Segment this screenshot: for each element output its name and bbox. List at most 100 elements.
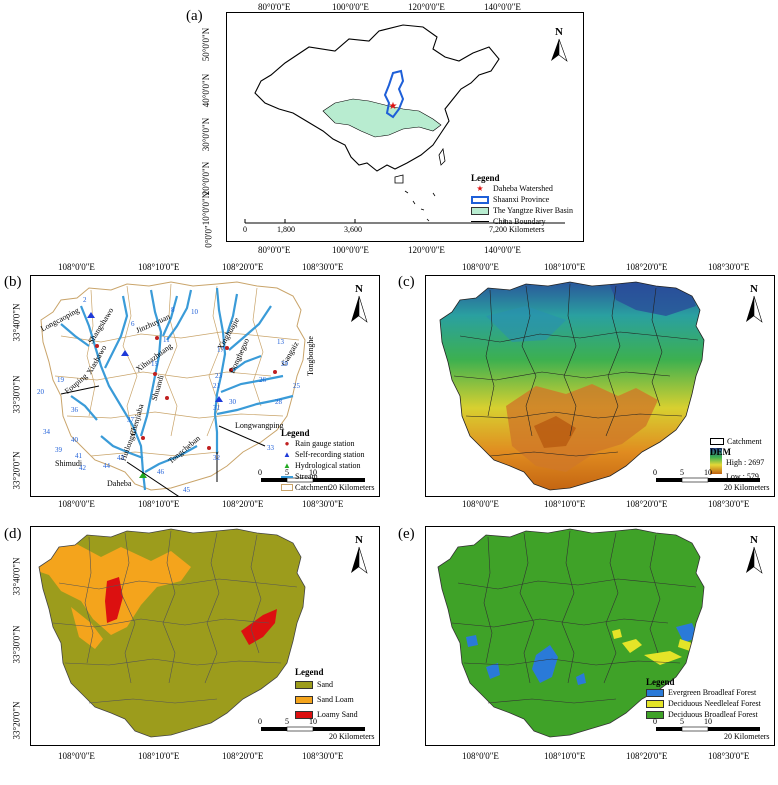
scale-label: 20 Kilometers — [329, 483, 375, 492]
scale-label: 10 — [309, 468, 317, 477]
south-china-sea-islands — [404, 190, 436, 222]
reach-number: 31 — [213, 404, 220, 412]
panel-a-top-tick: 120°0'0"E — [408, 2, 445, 12]
legend-title: Legend — [295, 667, 324, 677]
legend-item-evergreen: Evergreen Broadleaf Forest — [646, 687, 761, 698]
dem-low-label: Low : 579 — [726, 472, 759, 481]
evergreen-zone — [486, 663, 500, 679]
reach-number: 45 — [183, 486, 190, 494]
reach-number: 8 — [171, 306, 175, 314]
panel-e-legend: Legend Evergreen Broadleaf Forest Decidu… — [646, 677, 761, 720]
rain-gauge-icon: ● — [284, 439, 290, 448]
panel-c-map: N — [439, 281, 763, 491]
legend-item-catchment: Catchment — [710, 436, 762, 447]
sub-catchment-lines — [453, 283, 699, 457]
panel-b-bottom-tick: 108°0'0"E — [58, 499, 95, 509]
panel-d-left-tick: 33°40'0"N — [11, 557, 22, 596]
evergreen-zone — [532, 645, 558, 683]
panel-c-map-frame: N Catchment DEM High : 2697 Low : 579 0 … — [425, 275, 775, 497]
reach-number: 44 — [103, 462, 110, 470]
island-taiwan — [438, 147, 446, 166]
reach-number: 29 — [281, 360, 288, 368]
panel-a-left-tick: 0°0'0" — [203, 225, 214, 248]
legend-item-catchment: Catchment — [281, 482, 365, 493]
legend-item-china: China Boundary — [471, 216, 573, 227]
sub-catchment-lines — [451, 530, 697, 704]
needleleaf-zone — [644, 651, 682, 665]
legend-item-needleleaf: Deciduous Needleleaf Forest — [646, 698, 761, 709]
panel-b-bottom-tick: 108°30'0"E — [302, 499, 344, 509]
panel-c-label: (c) — [398, 274, 415, 290]
panel-b-top-tick: 108°30'0"E — [302, 262, 344, 272]
legend-title: Legend — [281, 428, 310, 438]
legend-item-loamy-sand: Loamy Sand — [295, 709, 358, 720]
hydrological-icon: ▲ — [283, 461, 291, 470]
panel-d-label: (d) — [4, 526, 22, 542]
scale-label: 20 Kilometers — [724, 732, 770, 741]
sub-catchment-lines — [52, 530, 298, 704]
panel-a-label: (a) — [186, 8, 203, 24]
reach-number: 13 — [277, 338, 284, 346]
reach-number: 26 — [259, 376, 266, 384]
catchment-lines — [54, 283, 300, 457]
svg-text:N: N — [750, 283, 758, 295]
yangtze-basin — [322, 98, 442, 138]
panel-d-bottom-tick: 108°0'0"E — [58, 751, 95, 761]
reach-number: 30 — [229, 398, 236, 406]
scale-label: 5 — [285, 717, 289, 726]
dem-high-label: High : 2697 — [726, 458, 765, 467]
panel-e-label: (e) — [398, 526, 415, 542]
scale-label: 10 — [704, 468, 712, 477]
north-arrow-icon: N — [746, 283, 763, 323]
panel-c-bottom-tick: 108°20'0"E — [626, 499, 668, 509]
reach-number: 17 — [217, 346, 224, 354]
legend-item-daheba: ★ Daheba Watershed — [471, 183, 573, 194]
panel-b-map: N — [40, 281, 368, 499]
catchment-outline — [437, 528, 705, 738]
panel-a-bottom-tick: 100°0'0"E — [332, 245, 369, 255]
catchment-boundary — [40, 281, 306, 491]
reach-number: 25 — [293, 382, 300, 390]
sand-loam-zone — [71, 607, 103, 649]
reach-number: 34 — [43, 428, 50, 436]
panel-b-bottom-tick: 108°20'0"E — [222, 499, 264, 509]
panel-d-map-frame: N Legend Sand Sand Loam Loamy Sand 0 5 1… — [30, 526, 380, 746]
panel-a-scale-1: 1,800 — [277, 225, 295, 234]
needleleaf-zone — [622, 639, 642, 653]
legend-item-yangtze: The Yangtze River Basin — [471, 205, 573, 216]
panel-c-bottom-tick: 108°10'0"E — [544, 499, 586, 509]
panel-d-left-tick: 33°30'0"N — [11, 625, 22, 664]
panel-a-scale-0: 0 — [243, 225, 247, 234]
reach-number: 40 — [71, 436, 78, 444]
china-boundary — [254, 24, 500, 172]
scale-label: 5 — [680, 717, 684, 726]
legend-item-shaanxi: Shaanxi Province — [471, 194, 573, 205]
scale-label: 10 — [309, 717, 317, 726]
panel-a-top-tick: 80°0'0"E — [258, 2, 291, 12]
reach-number: 23 — [215, 372, 222, 380]
panel-a-left-tick: 20°0'0"N — [201, 161, 212, 196]
panel-a-scale-3: 7,200 Kilometers — [489, 225, 545, 234]
panel-d-map: N — [38, 528, 368, 738]
station-label: Tongbonghe — [305, 336, 315, 376]
legend-title: Legend — [471, 173, 500, 183]
panel-d-bottom-tick: 108°20'0"E — [222, 751, 264, 761]
reach-number: 43 — [117, 454, 124, 462]
reach-number: 11 — [163, 336, 170, 344]
station-label: Daheba — [107, 479, 132, 488]
panel-d-scale-bar — [261, 726, 365, 732]
star-icon: ★ — [476, 184, 484, 193]
evergreen-zone — [576, 673, 586, 685]
legend-title: Legend — [646, 677, 675, 687]
panel-e-scale-bar — [656, 726, 760, 732]
panel-b-left-tick: 33°30'0"N — [11, 375, 22, 414]
panel-a-scale-bar — [244, 219, 565, 224]
panel-c-top-tick: 108°0'0"E — [462, 262, 499, 272]
north-arrow-icon: N — [351, 534, 368, 574]
panel-b-map-frame: N Longcaoping Shangshawo Xiashawo Foupin… — [30, 275, 380, 499]
panel-a-bottom-tick: 140°0'0"E — [484, 245, 521, 255]
north-arrow-icon: N — [746, 534, 763, 574]
panel-b-left-tick: 33°40'0"N — [11, 303, 22, 342]
legend-dem-title: DEM — [710, 447, 731, 457]
loamy-sand-zone — [241, 609, 277, 645]
